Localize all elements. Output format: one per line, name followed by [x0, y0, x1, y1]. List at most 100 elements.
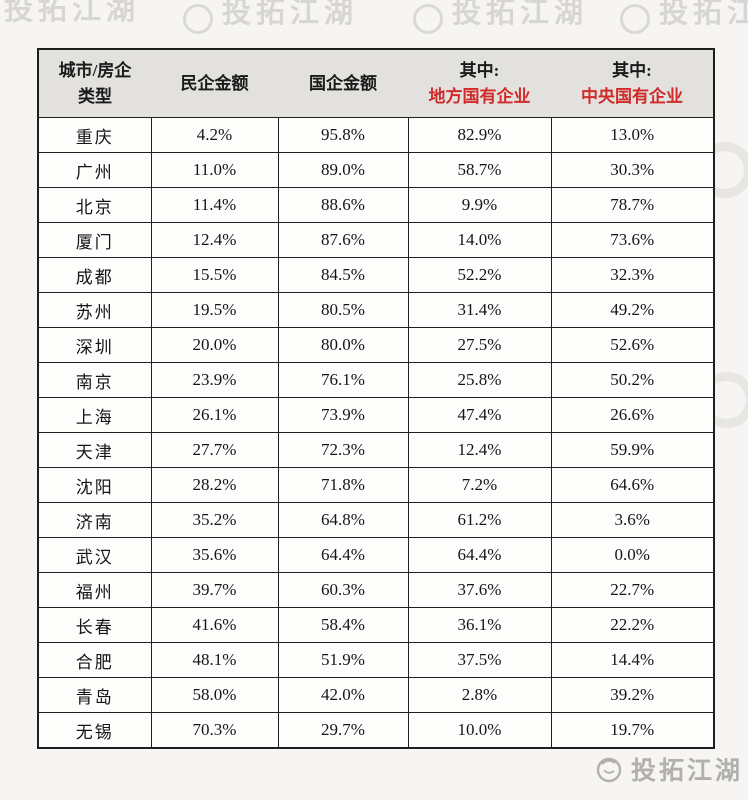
- table-body: 重庆 4.2% 95.8% 82.9% 13.0% 广州 11.0% 89.0% 58.7% 30…: [37, 117, 715, 749]
- watermark-bottom: 投拓江湖: [594, 751, 743, 787]
- value-cell: 27.7%: [150, 432, 279, 468]
- city-cell: 无锡: [37, 712, 152, 749]
- city-cell: 济南: [37, 502, 152, 538]
- value-cell: 22.7%: [550, 572, 715, 608]
- value-cell: 11.0%: [150, 152, 279, 188]
- column-header-line: 其中:: [459, 61, 500, 80]
- value-cell: 78.7%: [550, 187, 715, 223]
- city-cell: 天津: [37, 432, 152, 468]
- watermark-top: 投拓江湖: [183, 0, 358, 34]
- table-row: 南京 23.9% 76.1% 25.8% 50.2%: [37, 362, 715, 398]
- value-cell: 76.1%: [277, 362, 409, 398]
- city-cell: 成都: [37, 257, 152, 293]
- value-cell: 11.4%: [150, 187, 279, 223]
- value-cell: 49.2%: [550, 292, 715, 328]
- value-cell: 82.9%: [407, 117, 552, 153]
- table-row: 长春 41.6% 58.4% 36.1% 22.2%: [37, 607, 715, 643]
- value-cell: 13.0%: [550, 117, 715, 153]
- value-cell: 20.0%: [150, 327, 279, 363]
- scribble-circle-icon: [596, 757, 622, 783]
- city-cell: 深圳: [37, 327, 152, 363]
- table-row: 上海 26.1% 73.9% 47.4% 26.6%: [37, 397, 715, 433]
- table-row: 厦门 12.4% 87.6% 14.0% 73.6%: [37, 222, 715, 258]
- column-header: 国企金额: [278, 49, 408, 118]
- value-cell: 35.6%: [150, 537, 279, 573]
- table-row: 重庆 4.2% 95.8% 82.9% 13.0%: [37, 117, 715, 153]
- city-cell: 福州: [37, 572, 152, 608]
- city-cell: 沈阳: [37, 467, 152, 503]
- table-row: 沈阳 28.2% 71.8% 7.2% 64.6%: [37, 467, 715, 503]
- value-cell: 64.4%: [407, 537, 552, 573]
- city-cell: 广州: [37, 152, 152, 188]
- column-header-line: 类型: [78, 86, 112, 106]
- value-cell: 0.0%: [550, 537, 715, 573]
- city-cell: 南京: [37, 362, 152, 398]
- value-cell: 26.1%: [150, 397, 279, 433]
- value-cell: 9.9%: [407, 187, 552, 223]
- value-cell: 7.2%: [407, 467, 552, 503]
- watermark-text: 投拓江湖: [222, 0, 359, 29]
- watermark-top: 投拓江湖: [620, 0, 748, 34]
- table-row: 武汉 35.6% 64.4% 64.4% 0.0%: [37, 537, 715, 573]
- watermark-ball-icon: [413, 4, 443, 34]
- value-cell: 28.2%: [150, 467, 279, 503]
- value-cell: 14.0%: [407, 222, 552, 258]
- value-cell: 58.7%: [407, 152, 552, 188]
- city-funding-table: 城市/房企类型 民企金额 国企金额 其中: 地方国有企业 其中: 中央国有企业 重庆 4.2%…: [37, 48, 715, 749]
- value-cell: 35.2%: [150, 502, 279, 538]
- column-header-line: 其中:: [612, 61, 652, 80]
- value-cell: 52.6%: [550, 327, 715, 363]
- value-cell: 41.6%: [150, 607, 279, 643]
- city-cell: 长春: [37, 607, 152, 643]
- column-header: 其中: 地方国有企业: [408, 49, 551, 118]
- value-cell: 39.2%: [550, 677, 715, 713]
- city-cell: 合肥: [37, 642, 152, 678]
- city-cell: 武汉: [37, 537, 152, 573]
- table-row: 成都 15.5% 84.5% 52.2% 32.3%: [37, 257, 715, 293]
- column-header-line: 城市/房企: [58, 61, 132, 80]
- city-cell: 北京: [37, 187, 152, 223]
- column-header: 其中: 中央国有企业: [551, 49, 714, 118]
- city-cell: 厦门: [37, 222, 152, 258]
- value-cell: 71.8%: [277, 467, 409, 503]
- value-cell: 50.2%: [550, 362, 715, 398]
- watermark-text: 投拓江湖: [452, 0, 589, 29]
- city-cell: 苏州: [37, 292, 152, 328]
- value-cell: 30.3%: [550, 152, 715, 188]
- value-cell: 42.0%: [277, 677, 409, 713]
- watermark-text: 投拓江湖: [630, 758, 743, 785]
- data-table: 城市/房企类型 民企金额 国企金额 其中: 地方国有企业 其中: 中央国有企业 重庆 4.2%…: [37, 48, 715, 749]
- table-row: 福州 39.7% 60.3% 37.6% 22.7%: [37, 572, 715, 608]
- value-cell: 19.7%: [550, 712, 715, 749]
- value-cell: 73.9%: [277, 397, 409, 433]
- value-cell: 2.8%: [407, 677, 552, 713]
- header-row: 城市/房企类型 民企金额 国企金额 其中: 地方国有企业 其中: 中央国有企业: [38, 49, 714, 118]
- value-cell: 95.8%: [277, 117, 409, 153]
- city-cell: 上海: [37, 397, 152, 433]
- value-cell: 87.6%: [277, 222, 409, 258]
- table-row: 深圳 20.0% 80.0% 27.5% 52.6%: [37, 327, 715, 363]
- value-cell: 3.6%: [550, 502, 715, 538]
- value-cell: 88.6%: [277, 187, 409, 223]
- value-cell: 51.9%: [277, 642, 409, 678]
- value-cell: 12.4%: [150, 222, 279, 258]
- column-header-line: 地方国有企业: [428, 86, 531, 106]
- value-cell: 37.6%: [407, 572, 552, 608]
- value-cell: 72.3%: [277, 432, 409, 468]
- value-cell: 36.1%: [407, 607, 552, 643]
- city-cell: 重庆: [37, 117, 152, 153]
- value-cell: 70.3%: [150, 712, 279, 749]
- value-cell: 15.5%: [150, 257, 279, 293]
- value-cell: 64.4%: [277, 537, 409, 573]
- value-cell: 89.0%: [277, 152, 409, 188]
- value-cell: 4.2%: [150, 117, 279, 153]
- value-cell: 58.0%: [150, 677, 279, 713]
- watermark-top: 投拓江湖: [413, 0, 588, 34]
- table-row: 无锡 70.3% 29.7% 10.0% 19.7%: [37, 712, 715, 749]
- table-row: 合肥 48.1% 51.9% 37.5% 14.4%: [37, 642, 715, 678]
- value-cell: 27.5%: [407, 327, 552, 363]
- value-cell: 52.2%: [407, 257, 552, 293]
- column-header: 民企金额: [151, 49, 278, 118]
- value-cell: 64.8%: [277, 502, 409, 538]
- value-cell: 80.0%: [277, 327, 409, 363]
